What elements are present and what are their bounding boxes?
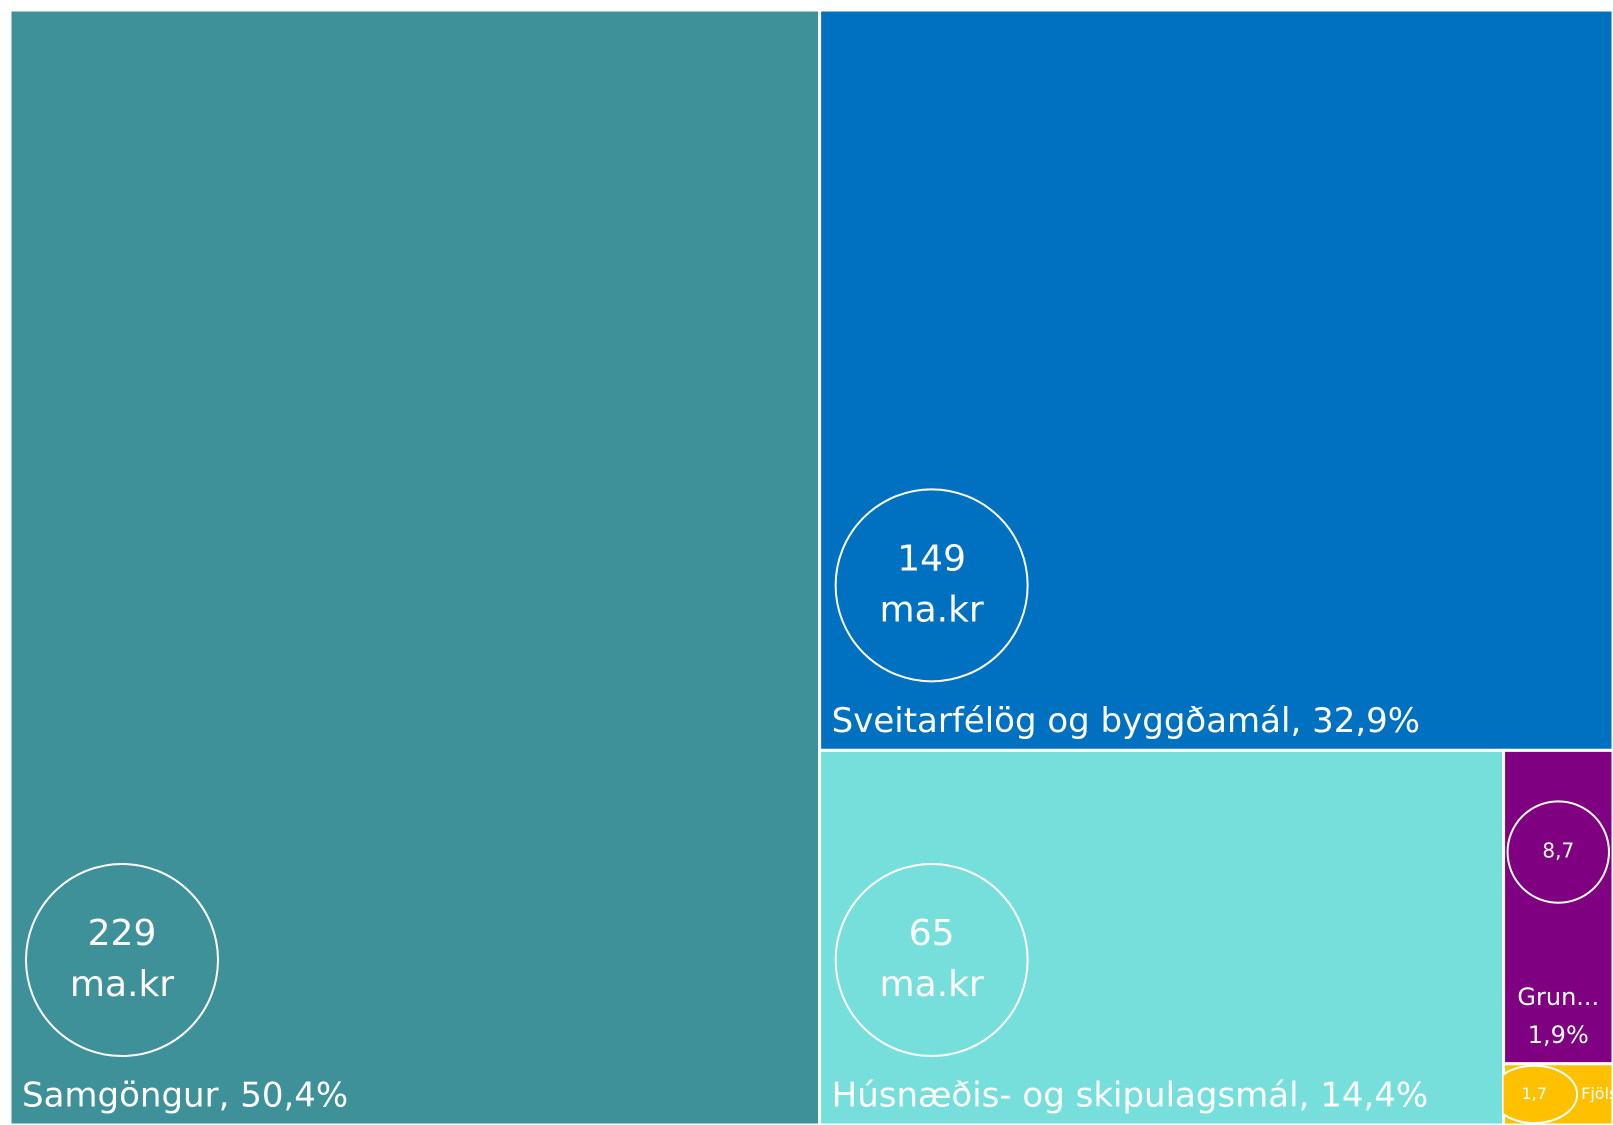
- value-circle: [834, 863, 1029, 1057]
- value-label: 8,7: [1542, 839, 1574, 863]
- category-label: Húsnæðis- og skipulagsmál, 14,4%: [832, 1076, 1429, 1116]
- value-label: 65: [909, 913, 955, 954]
- value-circle: [1503, 1064, 1579, 1124]
- value-unit: ma.kr: [70, 964, 174, 1005]
- value-label: 149: [897, 538, 966, 579]
- tile-rect: [818, 8, 1613, 752]
- tile-rect: [818, 748, 1506, 1125]
- tile-rect: [1502, 748, 1613, 1066]
- category-label: Fjölsky...: [1581, 1084, 1613, 1103]
- tile: 65 ma.kr Húsnæðis- og skipulagsmál, 14,4%: [818, 748, 1506, 1125]
- tile: 229 ma.kr Samgöngur, 50,4%: [8, 8, 822, 1125]
- tile: 1,7 Fjölsky...: [1502, 1062, 1613, 1125]
- tile-rect: [8, 8, 822, 1125]
- value-label: 1,7: [1521, 1084, 1546, 1103]
- value-unit: ma.kr: [880, 589, 984, 630]
- tile: 8,7 Grun... 1,9%: [1502, 748, 1613, 1066]
- value-unit: ma.kr: [880, 964, 984, 1005]
- category-label: Grun...: [1517, 983, 1599, 1011]
- category-label: Samgöngur, 50,4%: [22, 1076, 348, 1116]
- value-circle: [25, 863, 219, 1057]
- category-label: 1,9%: [1528, 1021, 1589, 1049]
- value-circle: [834, 488, 1029, 683]
- category-label: Sveitarfélög og byggðamál, 32,9%: [832, 701, 1420, 741]
- value-circle: [1506, 800, 1610, 904]
- value-label: 229: [88, 913, 157, 954]
- tile: 149 ma.kr Sveitarfélög og byggðamál, 32,9%: [818, 8, 1613, 752]
